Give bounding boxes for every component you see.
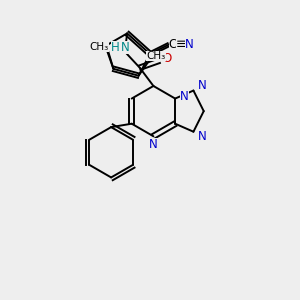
Text: C: C: [169, 38, 177, 51]
Text: N: N: [149, 138, 158, 151]
Text: N: N: [198, 130, 207, 143]
Text: N: N: [121, 40, 129, 54]
Text: O: O: [163, 52, 172, 65]
Text: CH₃: CH₃: [89, 42, 109, 52]
Text: N: N: [184, 38, 194, 51]
Text: ≡: ≡: [176, 38, 186, 51]
Text: S: S: [94, 40, 101, 54]
Text: H: H: [111, 40, 120, 54]
Text: N: N: [198, 80, 207, 92]
Text: CH₃: CH₃: [146, 51, 166, 61]
Text: N: N: [180, 90, 189, 103]
